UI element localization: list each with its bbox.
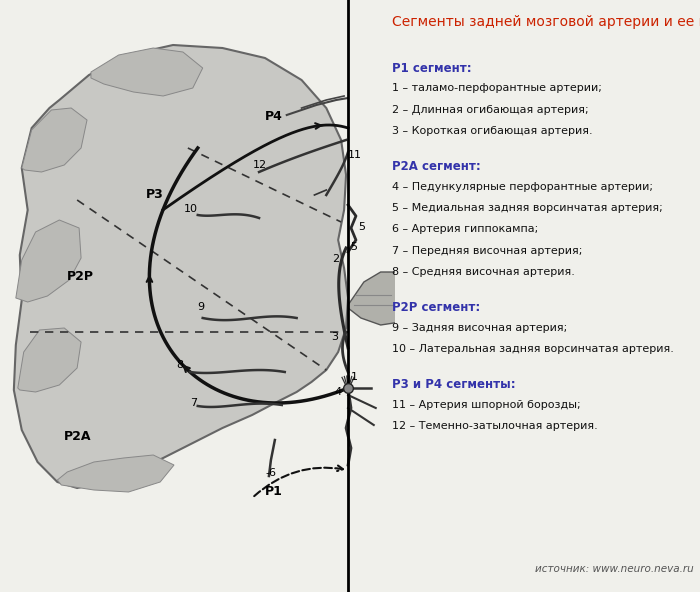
Polygon shape xyxy=(16,220,81,302)
Text: 10: 10 xyxy=(184,204,198,214)
Text: P1: P1 xyxy=(265,485,283,498)
Text: 9: 9 xyxy=(197,302,205,312)
Polygon shape xyxy=(18,328,81,392)
Polygon shape xyxy=(14,45,348,488)
Polygon shape xyxy=(57,455,174,492)
Text: 10 – Латеральная задняя ворсинчатая артерия.: 10 – Латеральная задняя ворсинчатая арте… xyxy=(391,344,673,354)
Text: 3 – Короткая огибающая артерия.: 3 – Короткая огибающая артерия. xyxy=(391,126,592,136)
Text: 7: 7 xyxy=(190,398,197,408)
Text: 4 – Педункулярные перфорантные артерии;: 4 – Педункулярные перфорантные артерии; xyxy=(391,182,652,192)
Text: 1: 1 xyxy=(351,372,358,382)
Polygon shape xyxy=(348,272,413,325)
Text: 12: 12 xyxy=(253,160,267,170)
Text: 5 – Медиальная задняя ворсинчатая артерия;: 5 – Медиальная задняя ворсинчатая артери… xyxy=(391,203,662,213)
Text: 5: 5 xyxy=(350,242,357,252)
Text: 6 – Артерия гиппокампа;: 6 – Артерия гиппокампа; xyxy=(391,224,538,234)
Polygon shape xyxy=(91,48,203,96)
Text: P2P: P2P xyxy=(67,270,94,283)
Text: 8 – Средняя височная артерия.: 8 – Средняя височная артерия. xyxy=(391,267,575,277)
Text: Р3 и Р4 сегменты:: Р3 и Р4 сегменты: xyxy=(391,378,515,391)
Text: 9 – Задняя височная артерия;: 9 – Задняя височная артерия; xyxy=(391,323,567,333)
Text: Р1 сегмент:: Р1 сегмент: xyxy=(391,62,471,75)
Text: 1 – таламо-перфорантные артерии;: 1 – таламо-перфорантные артерии; xyxy=(391,83,601,94)
Text: -6: -6 xyxy=(265,468,276,478)
Polygon shape xyxy=(22,108,87,172)
Text: 2: 2 xyxy=(332,254,340,264)
Text: Р2Р сегмент:: Р2Р сегмент: xyxy=(391,301,480,314)
Text: P2A: P2A xyxy=(64,430,92,443)
Text: 5: 5 xyxy=(358,222,365,232)
Text: Сегменты задней мозговой артерии и ее ветви: Сегменты задней мозговой артерии и ее ве… xyxy=(391,15,700,29)
Text: 4: 4 xyxy=(334,387,341,397)
Text: 3: 3 xyxy=(331,332,338,342)
Text: 11 – Артерия шпорной борозды;: 11 – Артерия шпорной борозды; xyxy=(391,400,580,410)
Text: 2 – Длинная огибающая артерия;: 2 – Длинная огибающая артерия; xyxy=(391,105,588,115)
Text: P3: P3 xyxy=(146,188,164,201)
Text: P4: P4 xyxy=(265,110,283,123)
Text: источник: www.neuro.neva.ru: источник: www.neuro.neva.ru xyxy=(535,564,694,574)
Text: 7 – Передняя височная артерия;: 7 – Передняя височная артерия; xyxy=(391,246,582,256)
Text: 12 – Теменно-затылочная артерия.: 12 – Теменно-затылочная артерия. xyxy=(391,421,597,431)
Text: Р2А сегмент:: Р2А сегмент: xyxy=(391,160,480,173)
Text: 11: 11 xyxy=(348,150,362,160)
Text: 8: 8 xyxy=(176,360,183,370)
